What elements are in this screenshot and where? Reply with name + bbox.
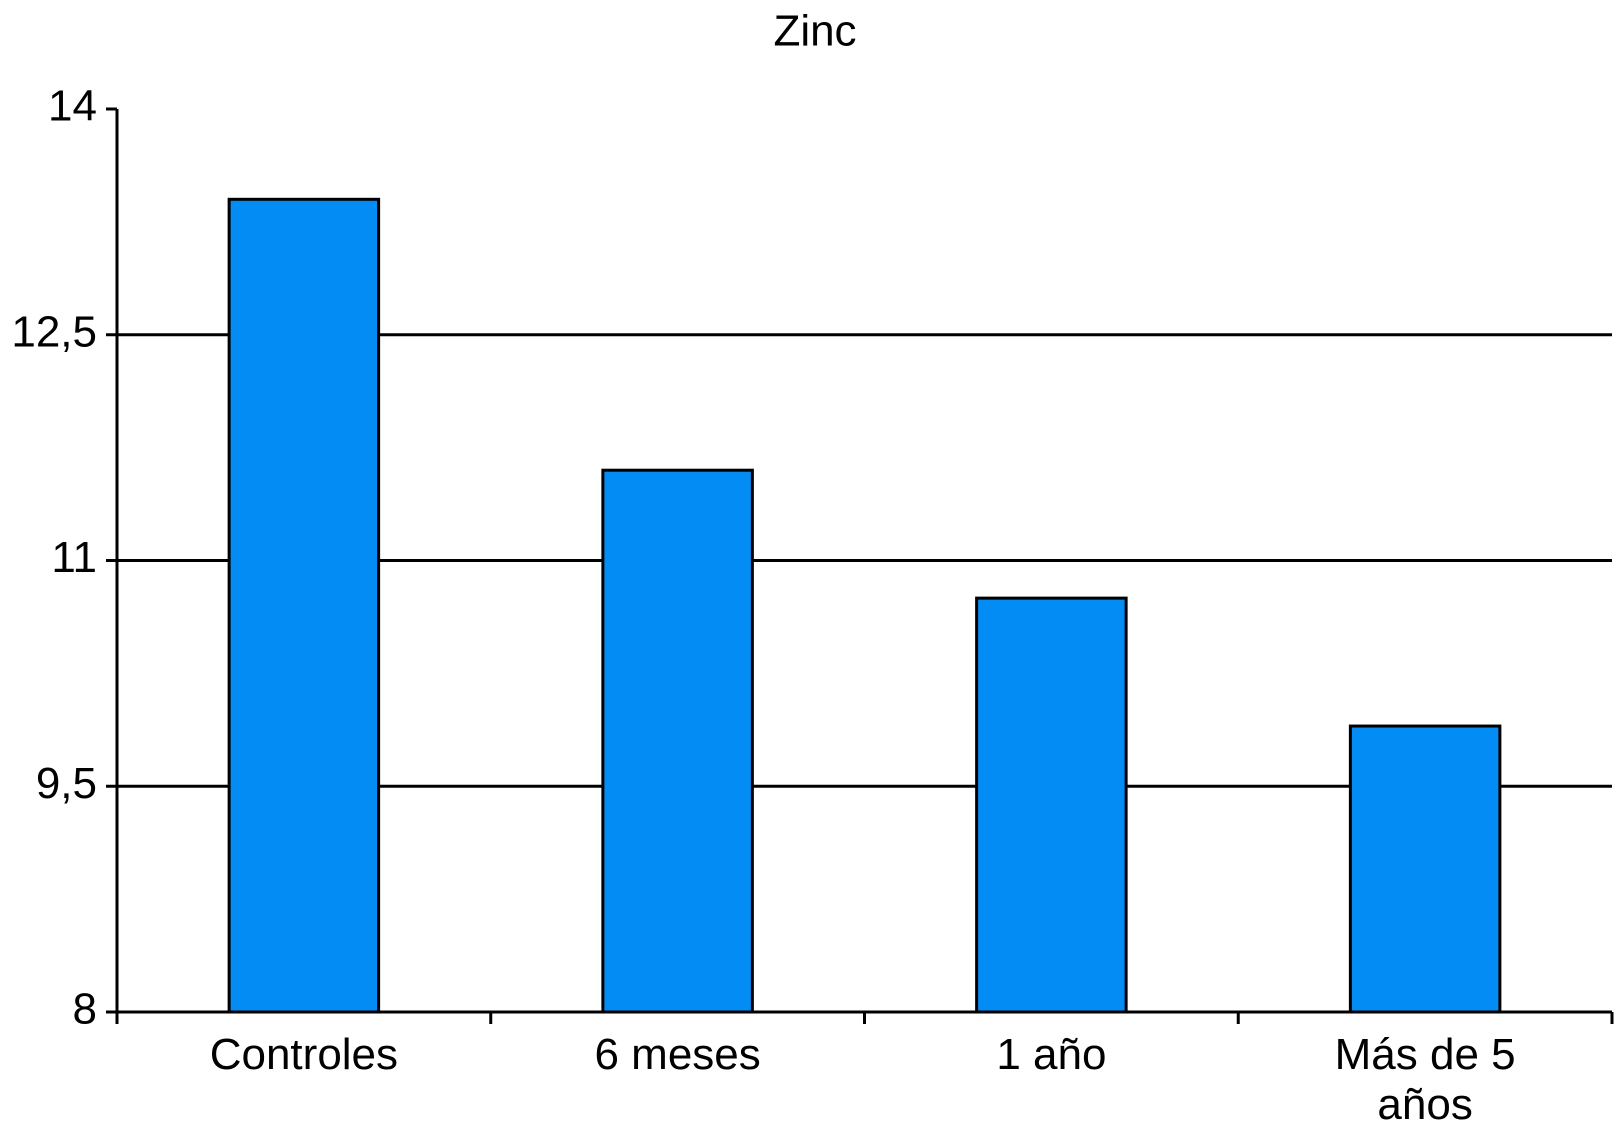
x-tick-label: 6 meses [594, 1030, 761, 1079]
y-tick-label: 14 [48, 82, 97, 131]
y-tick-label: 9,5 [36, 759, 97, 808]
bar [601, 468, 754, 1014]
y-tick-label: 8 [73, 985, 97, 1034]
x-tick-label: Más de 5 años [1334, 1030, 1516, 1129]
bar [227, 197, 381, 1014]
bar [975, 596, 1128, 1014]
x-tick-label: 1 año [996, 1030, 1107, 1079]
bar [1348, 724, 1502, 1014]
chart-title: Zinc [773, 7, 856, 56]
y-tick-label: 12,5 [11, 307, 97, 356]
x-tick-label: Controles [209, 1030, 399, 1079]
y-tick-label: 11 [51, 533, 97, 582]
